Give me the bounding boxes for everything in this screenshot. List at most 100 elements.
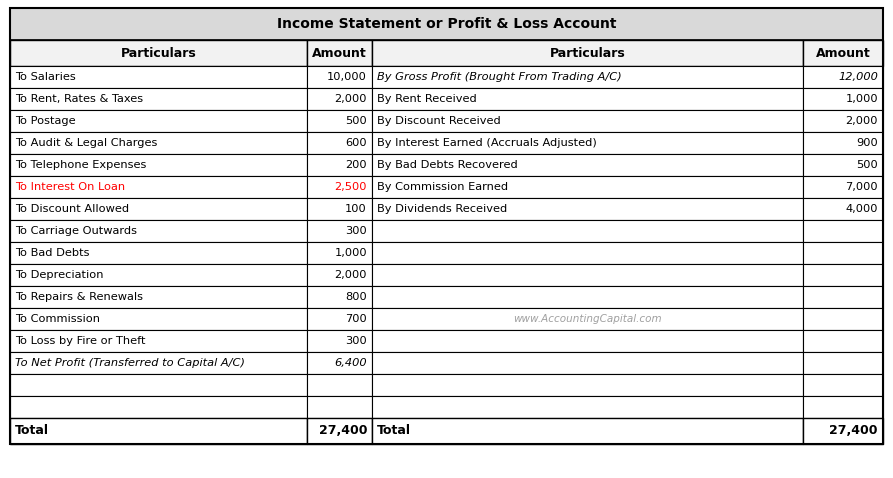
Bar (10, 352, 307, 374)
Bar (803, 40, 883, 66)
Bar (307, 198, 372, 220)
Bar (372, 286, 803, 308)
Text: 300: 300 (346, 336, 367, 346)
Bar (307, 264, 372, 286)
Bar (307, 286, 372, 308)
Bar (307, 220, 372, 242)
Text: 1,000: 1,000 (846, 94, 878, 104)
Bar (10, 110, 307, 132)
Text: 27,400: 27,400 (830, 424, 878, 437)
Text: To Telephone Expenses: To Telephone Expenses (15, 160, 146, 170)
Bar (307, 132, 372, 154)
Bar (10, 396, 307, 418)
Bar (10, 264, 307, 286)
Bar (307, 352, 372, 374)
Bar (372, 40, 803, 66)
Bar (372, 374, 803, 396)
Text: 2,000: 2,000 (335, 94, 367, 104)
Bar (372, 176, 803, 198)
Bar (307, 66, 372, 88)
Text: 800: 800 (346, 292, 367, 302)
Bar (372, 110, 803, 132)
Text: By Discount Received: By Discount Received (377, 116, 501, 126)
Text: Total: Total (377, 424, 411, 437)
Bar (372, 198, 803, 220)
Bar (10, 374, 307, 396)
Bar (307, 396, 372, 418)
Bar (307, 176, 372, 198)
Text: By Dividends Received: By Dividends Received (377, 204, 507, 214)
Bar (372, 66, 803, 88)
Text: To Postage: To Postage (15, 116, 76, 126)
Bar (307, 308, 372, 330)
Text: 10,000: 10,000 (327, 72, 367, 82)
Text: 700: 700 (346, 314, 367, 324)
Bar (10, 308, 307, 330)
Text: www.AccountingCapital.com: www.AccountingCapital.com (513, 314, 662, 324)
Bar (803, 330, 883, 352)
Text: Amount: Amount (313, 46, 367, 59)
Bar (10, 242, 307, 264)
Bar (372, 264, 803, 286)
Text: To Commission: To Commission (15, 314, 100, 324)
Bar (372, 396, 803, 418)
Text: 100: 100 (346, 204, 367, 214)
Bar (307, 110, 372, 132)
Text: Income Statement or Profit & Loss Account: Income Statement or Profit & Loss Accoun… (277, 17, 616, 31)
Text: 900: 900 (856, 138, 878, 148)
Text: 27,400: 27,400 (319, 424, 367, 437)
Bar (307, 418, 372, 444)
Bar (803, 374, 883, 396)
Bar (307, 40, 372, 66)
Bar (803, 132, 883, 154)
Bar (803, 352, 883, 374)
Bar (10, 198, 307, 220)
Bar (10, 154, 307, 176)
Bar (307, 330, 372, 352)
Bar (803, 286, 883, 308)
Bar (10, 66, 307, 88)
Text: To Bad Debts: To Bad Debts (15, 248, 89, 258)
Text: 6,400: 6,400 (334, 358, 367, 368)
Text: 7,000: 7,000 (846, 182, 878, 192)
Text: To Depreciation: To Depreciation (15, 270, 104, 280)
Bar (372, 220, 803, 242)
Text: By Interest Earned (Accruals Adjusted): By Interest Earned (Accruals Adjusted) (377, 138, 597, 148)
Bar (803, 418, 883, 444)
Bar (10, 40, 307, 66)
Text: 300: 300 (346, 226, 367, 236)
Bar (803, 176, 883, 198)
Bar (372, 88, 803, 110)
Bar (10, 220, 307, 242)
Bar (372, 330, 803, 352)
Bar (803, 264, 883, 286)
Bar (803, 220, 883, 242)
Text: To Net Profit (Transferred to Capital A/C): To Net Profit (Transferred to Capital A/… (15, 358, 245, 368)
Bar (10, 330, 307, 352)
Bar (10, 286, 307, 308)
Text: To Rent, Rates & Taxes: To Rent, Rates & Taxes (15, 94, 143, 104)
Text: To Loss by Fire or Theft: To Loss by Fire or Theft (15, 336, 146, 346)
Text: 600: 600 (346, 138, 367, 148)
Text: To Carriage Outwards: To Carriage Outwards (15, 226, 137, 236)
Bar (10, 132, 307, 154)
Text: 500: 500 (346, 116, 367, 126)
Text: By Bad Debts Recovered: By Bad Debts Recovered (377, 160, 518, 170)
Bar (372, 242, 803, 264)
Text: 500: 500 (856, 160, 878, 170)
Text: 2,000: 2,000 (846, 116, 878, 126)
Bar (10, 88, 307, 110)
Text: Particulars: Particulars (121, 46, 196, 59)
Text: 200: 200 (346, 160, 367, 170)
Bar (372, 352, 803, 374)
Text: 2,500: 2,500 (335, 182, 367, 192)
Text: By Commission Earned: By Commission Earned (377, 182, 508, 192)
Bar (803, 154, 883, 176)
Text: 4,000: 4,000 (846, 204, 878, 214)
Bar (803, 110, 883, 132)
Text: To Interest On Loan: To Interest On Loan (15, 182, 125, 192)
Text: 1,000: 1,000 (334, 248, 367, 258)
Text: 12,000: 12,000 (839, 72, 878, 82)
Text: To Salaries: To Salaries (15, 72, 76, 82)
Text: Amount: Amount (815, 46, 871, 59)
